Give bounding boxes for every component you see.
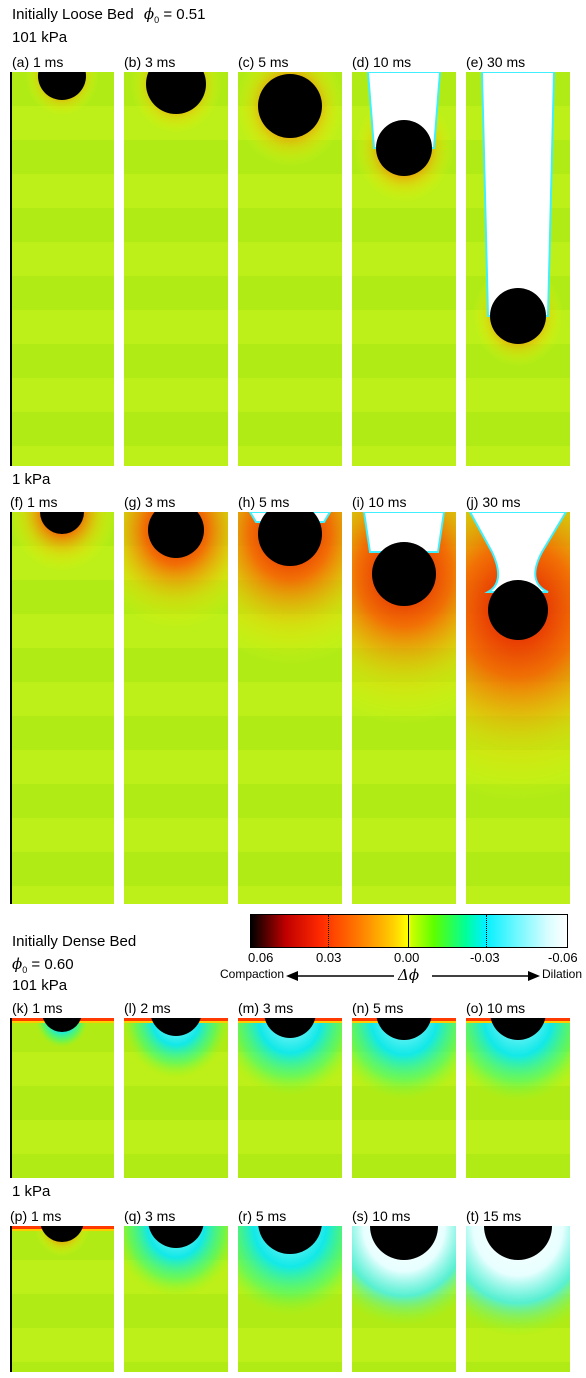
panel-label-p: (p) 1 ms	[10, 1208, 62, 1224]
colorbar-tick-4: -0.03	[470, 950, 500, 965]
panel-k-image	[10, 1018, 114, 1178]
panel-label-c: (c) 5 ms	[238, 54, 289, 70]
panel-label-g: (g) 3 ms	[124, 494, 176, 510]
dilation-label: Dilation	[542, 967, 583, 981]
pressure-1-label-2: 1 kPa	[12, 1183, 51, 1200]
panel-label-q: (q) 3 ms	[124, 1208, 176, 1224]
panel-label-s: (s) 10 ms	[352, 1208, 411, 1224]
panel-i-image	[352, 512, 456, 904]
compaction-label: Compaction	[220, 967, 285, 981]
panel-j-image	[466, 512, 570, 904]
panel-j	[466, 512, 570, 904]
colorbar-dotted-line-2	[486, 915, 487, 947]
panel-n	[352, 1018, 456, 1178]
phi-symbol-dense: ϕ	[12, 955, 23, 973]
panel-g	[124, 512, 228, 904]
panel-o	[466, 1018, 570, 1178]
panel-f-image	[10, 512, 114, 904]
pressure-101-label-1: 101 kPa	[12, 29, 68, 46]
panel-label-r: (r) 5 ms	[238, 1208, 287, 1224]
dense-phi: ϕ0 = 0.60	[12, 956, 74, 978]
panel-label-e: (e) 30 ms	[466, 54, 526, 70]
panel-h	[238, 512, 342, 904]
panel-label-l: (l) 2 ms	[124, 1000, 171, 1016]
panel-h-image	[238, 512, 342, 904]
panel-p-image	[10, 1226, 114, 1372]
panel-c	[238, 72, 342, 466]
colorbar: 0.06 0.03 0.00 -0.03 -0.06 Compaction Di…	[220, 914, 583, 1010]
panel-p	[10, 1226, 114, 1372]
colorbar-tick-1: 0.06	[248, 950, 274, 965]
phi-subscript: 0	[154, 15, 160, 25]
panel-l-image	[124, 1018, 228, 1178]
phi-value: = 0.51	[163, 6, 206, 23]
panel-m-image	[238, 1018, 342, 1178]
colorbar-zero-line	[408, 915, 409, 947]
panel-l	[124, 1018, 228, 1178]
colorbar-gradient	[250, 914, 568, 948]
panel-t-image	[466, 1226, 570, 1372]
panel-label-a: (a) 1 ms	[12, 54, 64, 70]
panel-b	[124, 72, 228, 466]
panel-r-image	[238, 1226, 342, 1372]
panel-label-n: (n) 5 ms	[352, 1000, 404, 1016]
panel-a-image	[10, 72, 114, 466]
delta-phi-label: Δϕ	[398, 966, 420, 984]
panel-c-image	[238, 72, 342, 466]
panel-label-b: (b) 3 ms	[124, 54, 176, 70]
panel-g-image	[124, 512, 228, 904]
panel-b-image	[124, 72, 228, 466]
panel-a	[10, 72, 114, 466]
panel-label-d: (d) 10 ms	[352, 54, 412, 70]
panel-label-m: (m) 3 ms	[238, 1000, 294, 1016]
panel-d-image	[352, 72, 456, 466]
panel-e	[466, 72, 570, 466]
panel-k	[10, 1018, 114, 1178]
panel-label-i: (i) 10 ms	[352, 494, 407, 510]
pressure-101-label-2: 101 kPa	[12, 977, 68, 994]
colorbar-tick-5: -0.06	[548, 950, 578, 965]
panel-label-o: (o) 10 ms	[466, 1000, 526, 1016]
panel-label-t: (t) 15 ms	[466, 1208, 522, 1224]
panel-e-image	[466, 72, 570, 466]
dense-bed-title: Initially Dense Bed	[12, 933, 137, 950]
panel-q-image	[124, 1226, 228, 1372]
panel-label-j: (j) 30 ms	[466, 494, 521, 510]
panel-label-f: (f) 1 ms	[10, 494, 58, 510]
panel-o-image	[466, 1018, 570, 1178]
panel-d	[352, 72, 456, 466]
phi-subscript-dense: 0	[22, 965, 28, 975]
panel-t	[466, 1226, 570, 1372]
panel-q	[124, 1226, 228, 1372]
panel-s	[352, 1226, 456, 1372]
panel-label-k: (k) 1 ms	[12, 1000, 63, 1016]
panel-m	[238, 1018, 342, 1178]
panel-i	[352, 512, 456, 904]
colorbar-tick-3: 0.00	[394, 950, 420, 965]
panel-label-h: (h) 5 ms	[238, 494, 290, 510]
phi-value-dense: = 0.60	[31, 956, 74, 973]
loose-bed-title: Initially Loose Bed ϕ0 = 0.51	[12, 6, 205, 28]
colorbar-arrows	[286, 971, 540, 981]
loose-bed-label: Initially Loose Bed	[12, 6, 134, 23]
panel-r	[238, 1226, 342, 1372]
colorbar-tick-2: 0.03	[316, 950, 342, 965]
colorbar-dotted-line-1	[328, 915, 329, 947]
phi-symbol: ϕ	[143, 5, 155, 23]
pressure-1-label-1: 1 kPa	[12, 471, 51, 488]
panel-f	[10, 512, 114, 904]
panel-n-image	[352, 1018, 456, 1178]
panel-s-image	[352, 1226, 456, 1372]
